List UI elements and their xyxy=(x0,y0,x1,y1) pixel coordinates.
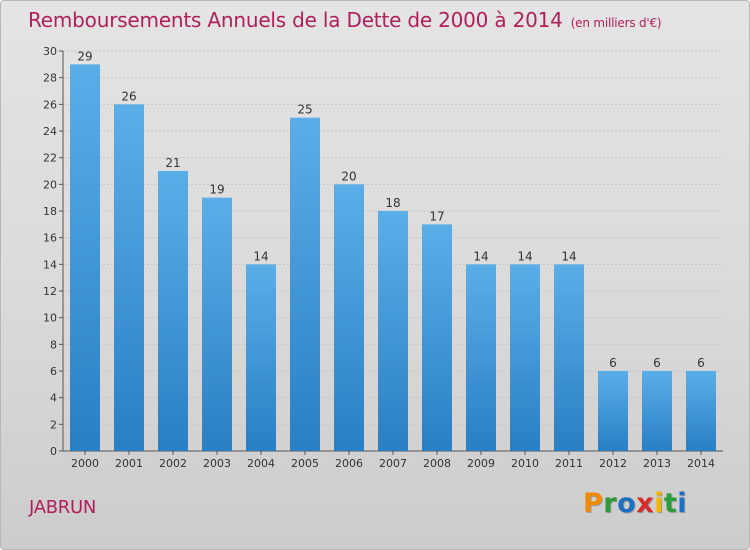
value-label: 14 xyxy=(253,249,268,263)
x-tick-label: 2007 xyxy=(379,457,407,470)
bar-2013 xyxy=(642,371,672,451)
bar-2011 xyxy=(554,264,584,451)
chart-title: Remboursements Annuels de la Dette de 20… xyxy=(28,8,662,32)
x-tick-label: 2008 xyxy=(423,457,451,470)
proxiti-logo: Proxiti xyxy=(583,488,688,519)
x-tick-label: 2003 xyxy=(203,457,231,470)
value-label: 20 xyxy=(341,169,356,183)
bar-2004 xyxy=(246,264,276,451)
value-label: 14 xyxy=(561,249,576,263)
value-label: 18 xyxy=(385,196,400,210)
x-tick-label: 2013 xyxy=(643,457,671,470)
bar-2012 xyxy=(598,371,628,451)
y-tick-label: 12 xyxy=(43,285,57,298)
y-tick-label: 28 xyxy=(43,72,57,85)
x-tick-label: 2006 xyxy=(335,457,363,470)
y-tick-label: 6 xyxy=(50,365,57,378)
bar-2001 xyxy=(114,104,144,451)
value-label: 6 xyxy=(609,356,617,370)
value-label: 6 xyxy=(653,356,661,370)
y-tick-label: 22 xyxy=(43,152,57,165)
value-label: 6 xyxy=(697,356,705,370)
chart-unit: (en milliers d'€) xyxy=(570,16,662,30)
y-tick-label: 10 xyxy=(43,312,57,325)
x-tick-label: 2001 xyxy=(115,457,143,470)
value-label: 19 xyxy=(209,183,224,197)
chart-title-text: Remboursements Annuels de la Dette de 20… xyxy=(28,8,563,32)
value-label: 21 xyxy=(165,156,180,170)
bar-2003 xyxy=(202,197,232,451)
y-tick-label: 4 xyxy=(50,392,57,405)
bar-2010 xyxy=(510,264,540,451)
x-tick-label: 2000 xyxy=(71,457,99,470)
value-label: 29 xyxy=(77,49,92,63)
x-tick-label: 2005 xyxy=(291,457,319,470)
y-tick-label: 18 xyxy=(43,205,57,218)
value-label: 14 xyxy=(473,249,488,263)
y-tick-label: 24 xyxy=(43,125,57,138)
y-tick-label: 20 xyxy=(43,178,57,191)
x-tick-label: 2009 xyxy=(467,457,495,470)
value-label: 14 xyxy=(517,249,532,263)
x-tick-label: 2011 xyxy=(555,457,583,470)
bar-2014 xyxy=(686,371,716,451)
y-tick-label: 30 xyxy=(43,45,57,58)
bar-2002 xyxy=(158,171,188,451)
x-tick-label: 2004 xyxy=(247,457,275,470)
y-tick-label: 0 xyxy=(50,445,57,458)
y-tick-label: 14 xyxy=(43,258,57,271)
bar-2006 xyxy=(334,184,364,452)
commune-name: JABRUN xyxy=(29,497,97,518)
bar-2008 xyxy=(422,224,452,451)
x-tick-label: 2012 xyxy=(599,457,627,470)
bar-2005 xyxy=(290,117,320,452)
x-tick-label: 2010 xyxy=(511,457,539,470)
y-tick-label: 8 xyxy=(50,338,57,351)
bar-2007 xyxy=(378,211,408,451)
y-tick-label: 16 xyxy=(43,232,57,245)
x-tick-label: 2002 xyxy=(159,457,187,470)
x-tick-label: 2014 xyxy=(687,457,715,470)
bars xyxy=(70,64,716,452)
value-label: 17 xyxy=(429,209,444,223)
value-label: 25 xyxy=(297,103,312,117)
y-tick-label: 26 xyxy=(43,98,57,111)
y-tick-label: 2 xyxy=(50,418,57,431)
bar-2000 xyxy=(70,64,100,452)
bar-2009 xyxy=(466,264,496,451)
value-label: 26 xyxy=(121,89,136,103)
